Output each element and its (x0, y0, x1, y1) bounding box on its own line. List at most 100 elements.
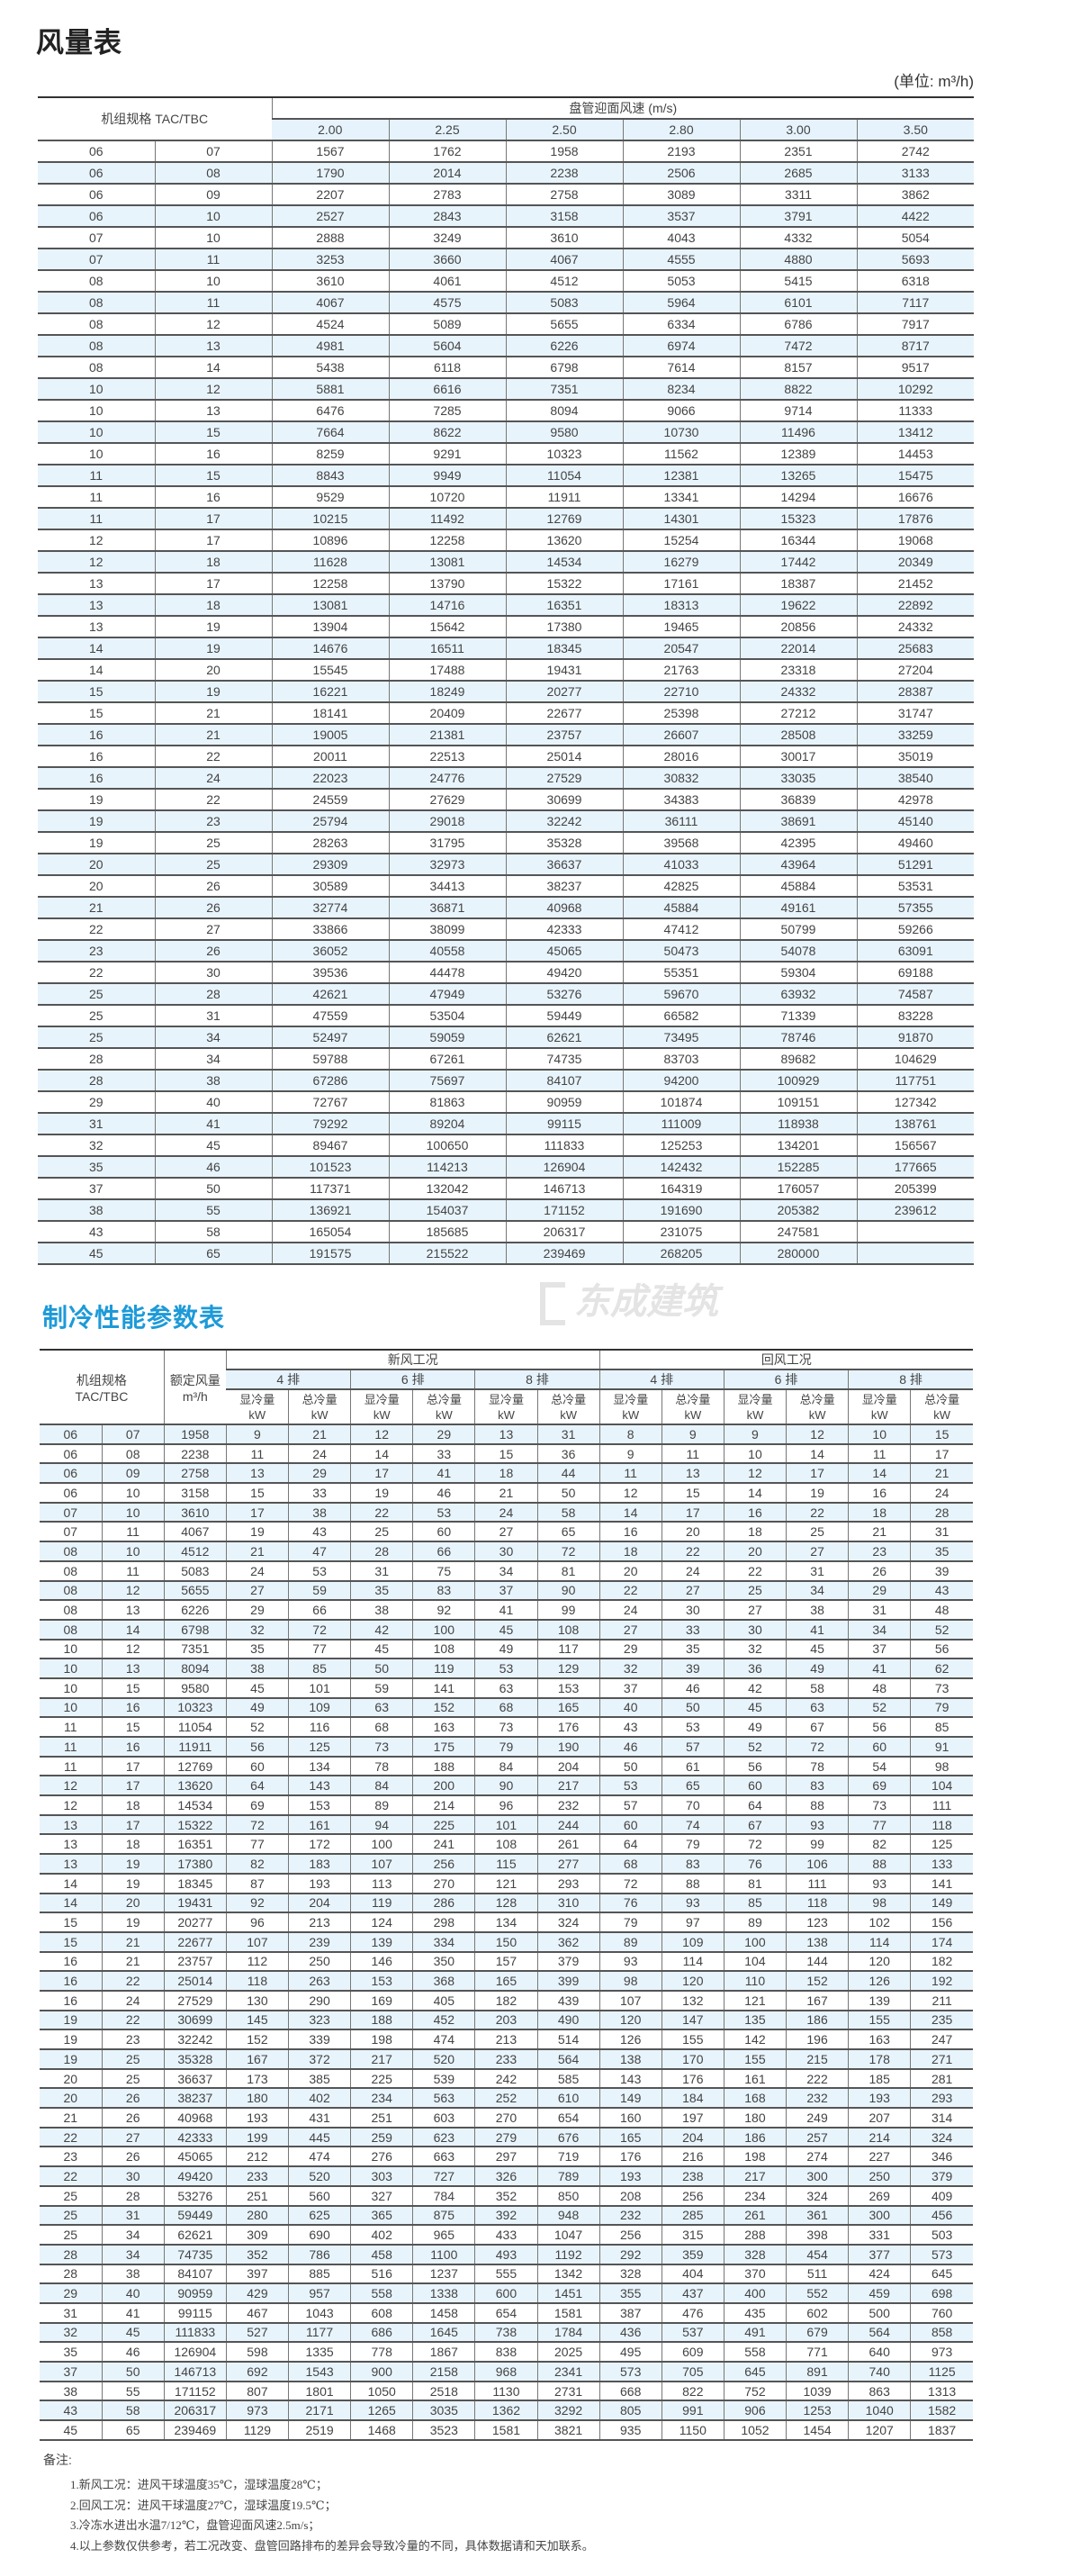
model-cell: 16 (40, 1971, 103, 1992)
rated-airflow-cell: 25014 (163, 1971, 227, 1992)
table-row: 15 21 18141 20409 22677 25398 27212 31747 (38, 702, 975, 725)
capacity-cell: 516 (350, 2264, 413, 2285)
model-cell: 19 (154, 616, 272, 638)
watermark-logo: 东成建筑 (540, 1280, 718, 1326)
capacity-cell: 1207 (848, 2420, 911, 2441)
model-cell: 45 (154, 1134, 272, 1157)
capacity-cell: 256 (661, 2185, 724, 2207)
capacity-cell: 18 (723, 1522, 787, 1543)
airflow-value-cell: 4575 (388, 292, 506, 314)
airflow-value-cell: 16344 (739, 529, 857, 552)
rated-airflow-cell: 74735 (163, 2244, 227, 2265)
model-cell: 26 (154, 940, 272, 963)
model-cell: 22 (40, 2166, 103, 2187)
capacity-cell: 50 (598, 1756, 662, 1777)
row-count-header: 8 排 (848, 1369, 973, 1390)
airflow-value-cell: 11562 (622, 443, 740, 465)
capacity-cell: 27 (661, 1580, 724, 1602)
capacity-cell: 564 (848, 2322, 911, 2344)
capacity-cell: 98 (848, 1893, 911, 1914)
capacity-cell: 31 (848, 1600, 911, 1621)
model-cell: 26 (101, 2088, 165, 2110)
model-cell: 14 (40, 1873, 103, 1894)
capacity-cell: 172 (288, 1834, 351, 1856)
table-row: 08 14 6798 32 72 42 100 45 108 27 33 30 41 34 52 (40, 1619, 973, 1641)
capacity-cell: 9 (598, 1443, 662, 1465)
capacity-cell: 63 (474, 1677, 538, 1699)
airflow-value-cell: 30699 (505, 789, 623, 811)
capacity-cell: 88 (786, 1795, 849, 1816)
table-row: 31 41 79292 89204 99115 111009 118938 138761 (38, 1113, 975, 1135)
airflow-value-cell: 89467 (271, 1134, 389, 1157)
capacity-cell: 21 (225, 1541, 289, 1562)
capacity-cell: 26 (848, 1560, 911, 1582)
total-label: 总冷量 (799, 1392, 835, 1406)
capacity-cell: 387 (598, 2302, 662, 2324)
rated-airflow-cell: 5083 (163, 1560, 227, 1582)
airflow-value-cell: 47949 (388, 983, 506, 1006)
model-cell: 27 (154, 918, 272, 941)
airflow-value-cell: 59449 (505, 1005, 623, 1027)
airflow-value-cell: 5053 (622, 270, 740, 293)
model-cell: 28 (38, 1048, 155, 1071)
capacity-cell: 97 (661, 1912, 724, 1933)
capacity-cell: 520 (412, 2049, 475, 2070)
capacity-cell: 965 (412, 2225, 475, 2246)
capacity-cell: 197 (661, 2108, 724, 2129)
rated-airflow-cell: 3158 (163, 1483, 227, 1504)
airflow-value-cell: 171152 (505, 1199, 623, 1222)
airflow-value-cell: 49161 (739, 897, 857, 919)
table-row: 28 38 84107 397 885 516 1237 555 1342 328 404 370 51… (40, 2264, 973, 2285)
capacity-cell: 116 (288, 1717, 351, 1738)
capacity-cell: 57 (598, 1795, 662, 1816)
capacity-cell: 740 (848, 2362, 911, 2382)
sensible-label: 显冷量 (364, 1392, 400, 1406)
capacity-cell: 66 (412, 1541, 475, 1562)
model-cell: 13 (40, 1854, 103, 1875)
note-item: 2.回风工况：进风干球温度27℃，湿球温度19.5℃； (70, 2498, 337, 2512)
airflow-value-cell: 3158 (505, 205, 623, 228)
capacity-cell: 331 (848, 2225, 911, 2246)
table-row: 14 20 19431 92 204 119 286 128 310 76 93 85 118 98 149 (40, 1893, 973, 1914)
model-cell: 12 (40, 1776, 103, 1797)
airflow-value-cell: 36839 (739, 789, 857, 811)
model-cell: 25 (40, 2225, 103, 2246)
model-cell: 37 (40, 2362, 103, 2382)
capacity-cell: 445 (288, 2127, 351, 2148)
airflow-value-cell: 1790 (271, 162, 389, 185)
capacity-cell: 327 (350, 2185, 413, 2207)
model-cell: 06 (40, 1443, 103, 1465)
capacity-cell: 13 (474, 1424, 538, 1445)
capacity-cell: 141 (412, 1677, 475, 1699)
table-row: 10 15 9580 45 101 59 141 63 153 37 46 42 58 48 73 (40, 1677, 973, 1699)
capacity-cell: 152 (412, 1697, 475, 1719)
model-cell: 38 (40, 2381, 103, 2402)
kw-unit: kW (560, 1407, 577, 1422)
capacity-cell: 251 (350, 2108, 413, 2129)
cooling-header-row-1: 机组规格 TAC/TBC 额定风量 m³/h 新风工况 回风工况 (40, 1350, 973, 1425)
rated-airflow-cell: 14534 (163, 1795, 227, 1816)
capacity-cell: 29 (598, 1639, 662, 1660)
capacity-cell: 217 (536, 1776, 600, 1797)
airflow-value-cell: 239612 (856, 1199, 975, 1222)
capacity-cell: 112 (225, 1951, 289, 1973)
airflow-value-cell: 3089 (622, 184, 740, 206)
capacity-cell: 50 (661, 1697, 724, 1719)
capacity-cell: 184 (661, 2088, 724, 2110)
capacity-cell: 10 (723, 1443, 787, 1465)
airflow-value-cell: 53531 (856, 875, 975, 898)
airflow-value-cell: 4524 (271, 313, 389, 336)
capacity-cell: 78 (786, 1756, 849, 1777)
model-cell: 25 (40, 2205, 103, 2227)
model-cell: 07 (154, 140, 272, 163)
table-row: 29 40 90959 429 957 558 1338 600 1451 355 437 400 55… (40, 2283, 973, 2304)
model-cell: 13 (40, 1814, 103, 1836)
speed-header-cell: 3.00 (739, 119, 857, 141)
capacity-cell: 41 (474, 1600, 538, 1621)
rated-airflow-cell: 2758 (163, 1463, 227, 1485)
model-cell: 16 (101, 1697, 165, 1719)
capacity-cell: 249 (786, 2108, 849, 2129)
model-cell: 08 (40, 1560, 103, 1582)
airflow-value-cell: 53504 (388, 1005, 506, 1027)
capacity-cell: 53 (412, 1502, 475, 1523)
